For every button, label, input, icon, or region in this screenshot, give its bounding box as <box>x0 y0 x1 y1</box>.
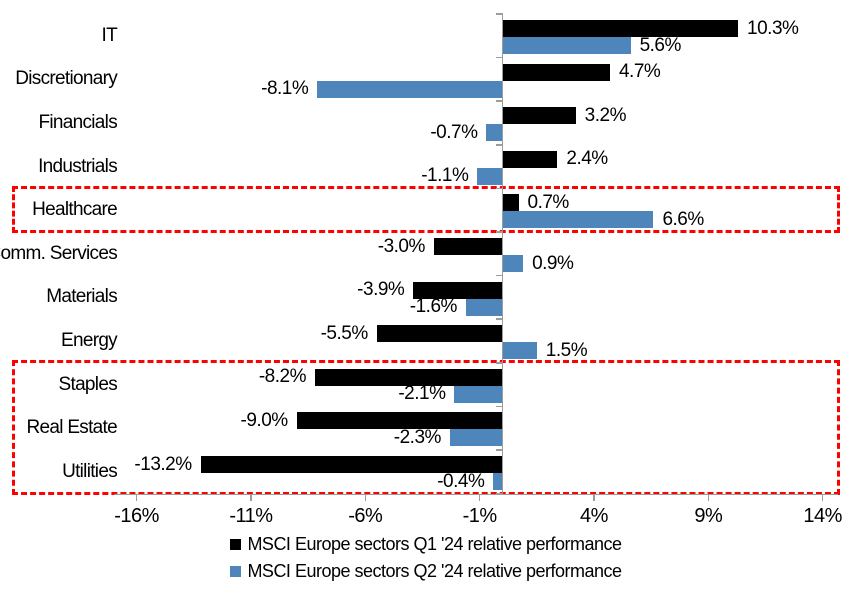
bar-q1-healthcare <box>502 194 519 212</box>
y-axis-tick <box>495 492 503 495</box>
x-axis-tick <box>364 493 367 501</box>
x-tick-label-4: 4% <box>580 505 608 527</box>
y-axis-tick <box>495 362 503 364</box>
bar-q2-healthcare <box>502 211 654 229</box>
y-axis-tick <box>495 274 503 277</box>
category-label-real-estate: Real Estate <box>26 417 117 439</box>
value-label-q2-utilities: -0.4% <box>437 470 485 492</box>
bar-q2-it <box>502 37 631 54</box>
category-label-healthcare: Healthcare <box>32 199 118 221</box>
category-label-discretionary: Discretionary <box>15 68 117 90</box>
value-label-q2-energy: 1.5% <box>545 339 588 361</box>
bar-q1-comm-services <box>433 238 503 255</box>
y-axis-tick <box>495 449 503 451</box>
y-axis-tick <box>495 231 503 233</box>
value-label-q2-comm-services: 0.9% <box>532 252 574 274</box>
category-label-energy: Energy <box>60 329 118 351</box>
value-label-q2-financials: -0.7% <box>430 121 478 143</box>
category-label-staples: Staples <box>58 373 118 395</box>
legend-label-q1: MSCI Europe sectors Q1 '24 relative perf… <box>247 534 622 554</box>
bar-q1-staples <box>314 368 503 386</box>
value-label-q1-comm-services: -3.0% <box>377 235 426 257</box>
x-tick-label-14: 14% <box>803 505 842 527</box>
category-label-financials: Financials <box>38 111 117 133</box>
value-label-q2-real-estate: -2.3% <box>393 426 442 448</box>
y-axis-tick <box>495 318 503 320</box>
x-axis-line <box>114 493 838 495</box>
bar-q1-industrials <box>502 150 558 168</box>
y-axis-tick <box>495 187 503 190</box>
q1-series-swatch-icon <box>230 539 242 550</box>
x-axis-tick <box>250 493 252 501</box>
y-axis-tick <box>495 144 503 146</box>
value-label-q1-real-estate: -9.0% <box>240 409 289 431</box>
bar-q1-financials <box>502 107 576 125</box>
y-axis-tick <box>495 100 503 102</box>
value-label-q1-materials: -3.9% <box>357 279 405 301</box>
bar-q2-utilities <box>493 473 503 490</box>
chart-legend: MSCI Europe sectors Q1 '24 relative perf… <box>0 534 852 581</box>
value-label-q2-it: 5.6% <box>639 34 682 56</box>
x-axis-tick <box>478 493 481 501</box>
y-axis-tick <box>495 13 503 15</box>
highlight-box-healthcare <box>12 185 840 234</box>
bar-q2-industrials <box>477 167 503 185</box>
legend-item-q1: MSCI Europe sectors Q1 '24 relative perf… <box>230 534 622 554</box>
value-label-q1-discretionary: 4.7% <box>618 61 661 83</box>
value-label-q1-staples: -8.2% <box>258 366 307 388</box>
x-tick-label-6: -6% <box>348 505 383 527</box>
legend-label-q2: MSCI Europe sectors Q2 '24 relative perf… <box>247 561 622 581</box>
bar-q1-utilities <box>200 456 503 473</box>
bar-q2-comm-services <box>502 255 524 272</box>
x-axis-tick <box>135 493 138 501</box>
bar-q2-staples <box>454 385 503 403</box>
x-tick-label-9: 9% <box>694 505 723 527</box>
x-axis-tick <box>821 493 824 501</box>
bar-q1-materials <box>413 281 503 299</box>
value-label-q2-materials: -1.6% <box>409 296 458 318</box>
value-label-q1-industrials: 2.4% <box>566 148 608 170</box>
x-tick-label-11: -11% <box>229 505 273 527</box>
bar-q1-real-estate <box>296 412 503 430</box>
x-tick-label-1: -1% <box>462 505 498 527</box>
bar-q2-materials <box>465 298 503 316</box>
x-axis-tick <box>593 493 595 501</box>
category-label-utilities: Utilities <box>62 460 118 482</box>
value-label-q2-industrials: -1.1% <box>421 165 469 187</box>
value-label-q1-energy: -5.5% <box>320 322 369 344</box>
y-axis-line <box>501 14 504 495</box>
legend-item-q2: MSCI Europe sectors Q2 '24 relative perf… <box>230 561 622 581</box>
value-label-q1-it: 10.3% <box>747 17 799 39</box>
value-label-q2-healthcare: 6.6% <box>662 208 704 230</box>
bar-q2-financials <box>486 124 503 142</box>
y-axis-tick <box>495 56 503 59</box>
bar-q1-discretionary <box>502 63 610 81</box>
bar-q1-energy <box>376 325 503 343</box>
category-label-industrials: Industrials <box>38 155 118 177</box>
bar-q1-it <box>502 20 739 37</box>
value-label-q2-staples: -2.1% <box>398 383 446 405</box>
category-label-comm-services: Comm. Services <box>0 242 118 264</box>
q2-series-swatch-icon <box>230 566 242 577</box>
x-tick-label-16: -16% <box>114 505 159 527</box>
x-axis-tick <box>707 493 710 501</box>
value-label-q1-financials: 3.2% <box>584 104 627 126</box>
bar-q2-energy <box>502 342 537 360</box>
category-label-materials: Materials <box>46 286 117 308</box>
value-label-q1-healthcare: 0.7% <box>527 191 570 213</box>
category-label-it: IT <box>101 24 118 46</box>
bar-q2-real-estate <box>449 429 503 447</box>
bar-q2-discretionary <box>317 80 503 98</box>
value-label-q2-discretionary: -8.1% <box>261 78 309 100</box>
value-label-q1-utilities: -13.2% <box>134 453 192 475</box>
y-axis-tick <box>495 405 503 408</box>
